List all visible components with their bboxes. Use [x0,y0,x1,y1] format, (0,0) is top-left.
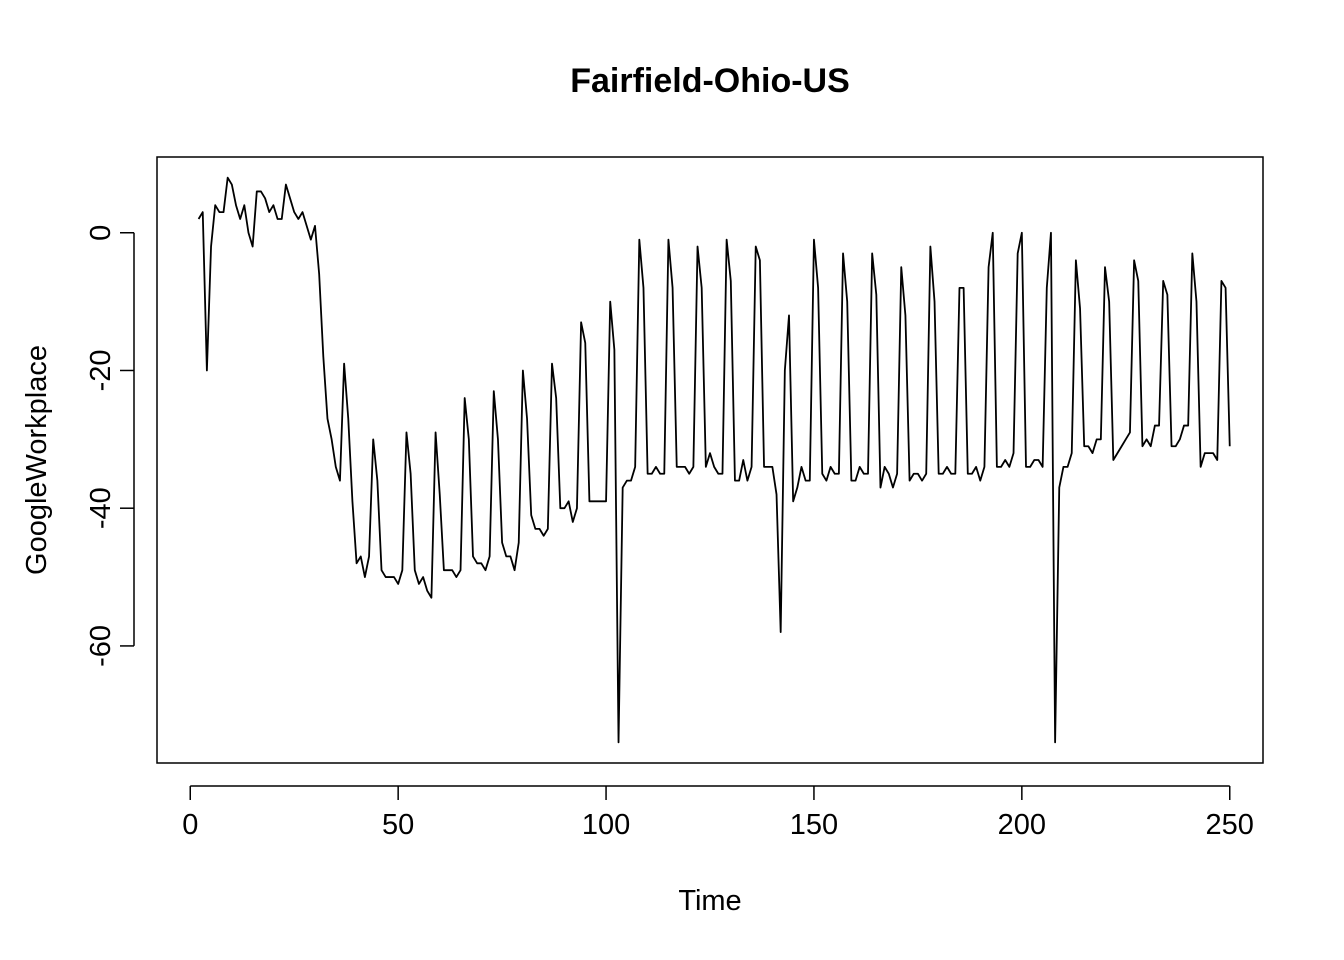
x-tick-label: 100 [582,809,630,841]
y-tick-label: -20 [85,350,117,392]
y-tick-label: -40 [85,487,117,529]
x-tick-label: 50 [382,809,414,841]
x-tick-label: 200 [998,809,1046,841]
chart-title: Fairfield-Ohio-US [570,62,850,100]
x-tick-label: 250 [1206,809,1254,841]
x-tick-label: 0 [182,809,198,841]
plot-frame [156,156,1264,764]
y-axis-label: GoogleWorkplace [21,345,53,575]
y-axis: 0 -20 -40 -60 [85,225,135,667]
x-axis: 0 50 100 150 200 250 [182,785,1254,841]
x-axis-label: Time [678,885,741,917]
y-tick-label: 0 [85,225,117,241]
x-tick-label: 150 [790,809,838,841]
y-tick-label: -60 [85,625,117,667]
series-layer [197,176,1231,744]
series-line-0 [197,176,1231,744]
